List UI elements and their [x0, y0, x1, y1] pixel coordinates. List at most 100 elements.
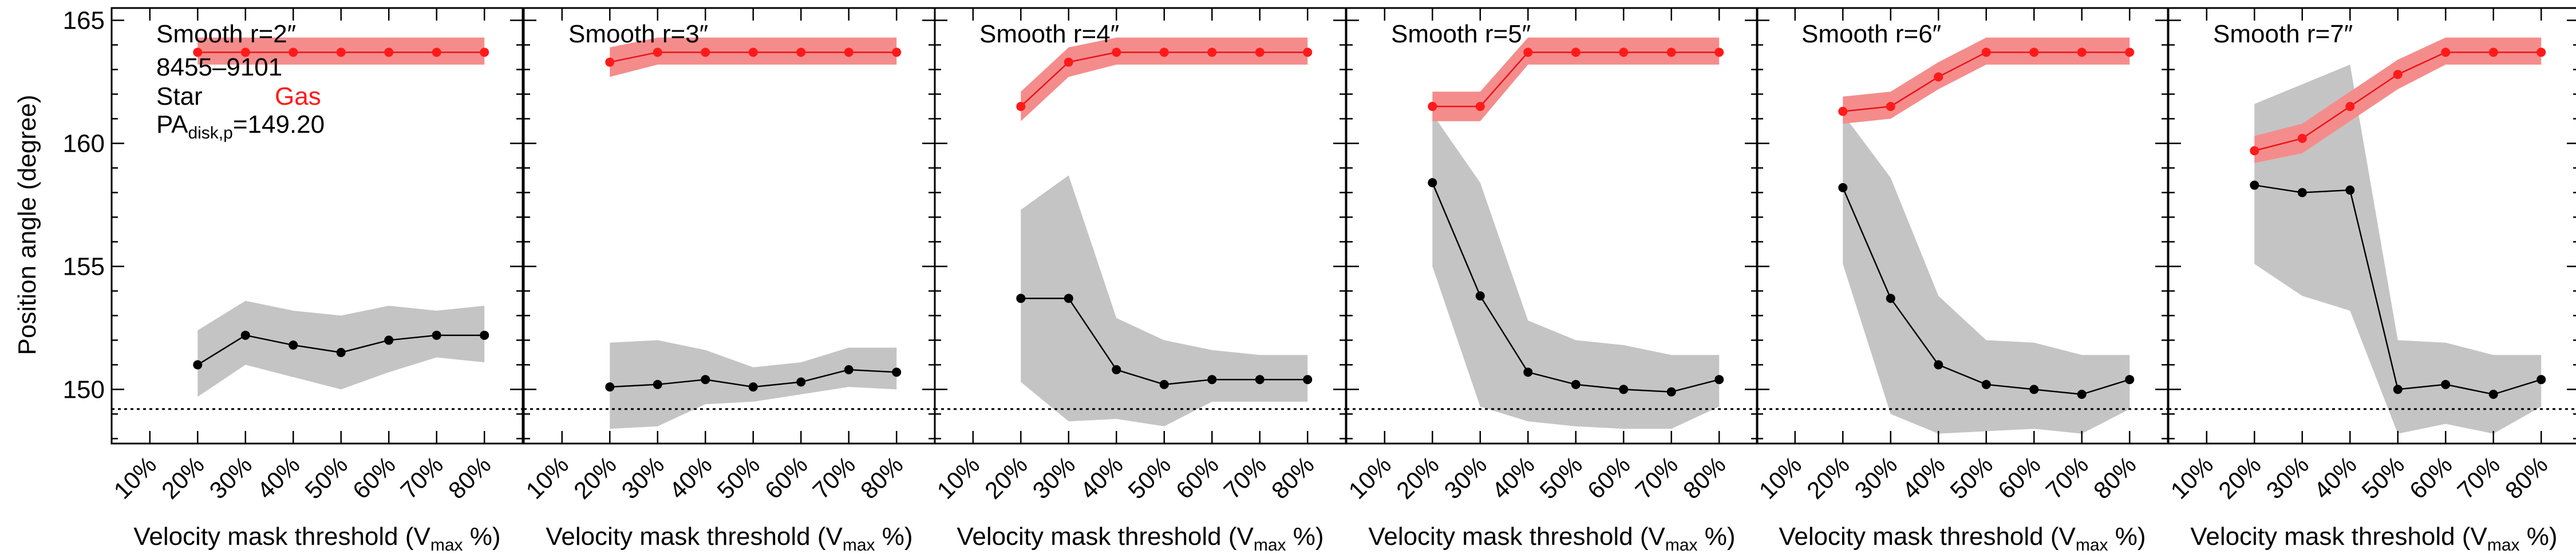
star-band: [2254, 64, 2542, 434]
x-tick-label: 70%: [2452, 451, 2505, 504]
gas-point: [1475, 101, 1485, 111]
gas-point: [2345, 101, 2355, 111]
gas-point: [1064, 57, 1073, 67]
x-axis-label: Velocity mask threshold (Vmax %): [1779, 523, 2146, 555]
plot-area: [112, 37, 523, 410]
panel-1: 150 155 160 165 10%20%30%40%50%60%70%80% Velo…: [63, 6, 524, 555]
gas-point: [2537, 48, 2546, 57]
gas-point: [2393, 70, 2403, 80]
gas-band: [610, 37, 897, 77]
x-tick-label: 70%: [2040, 451, 2093, 504]
plot-area: [524, 37, 935, 429]
star-point: [2077, 390, 2087, 399]
x-tick-label: 30%: [1439, 451, 1492, 504]
x-tick-label: 40%: [664, 451, 717, 504]
star-point: [1064, 294, 1073, 303]
gas-band: [1432, 37, 1720, 121]
star-point: [1666, 387, 1676, 397]
star-point: [384, 335, 394, 345]
x-tick-label: 60%: [1171, 451, 1224, 504]
gas-point: [701, 48, 710, 57]
x-tick-label: 60%: [2404, 451, 2458, 504]
y-tick-label: 150: [63, 375, 105, 403]
y-tick-label: 165: [63, 6, 105, 34]
gas-point: [384, 48, 394, 57]
star-point: [240, 330, 250, 340]
gas-point: [1886, 101, 1895, 111]
star-point: [2537, 375, 2546, 385]
star-point: [2345, 185, 2355, 195]
panel-6: 10%20%30%40%50%60%70%80% Velocity mask th…: [2165, 7, 2576, 555]
x-tick-label: 80%: [443, 451, 496, 504]
panel-5: 10%20%30%40%50%60%70%80% Velocity mask th…: [1753, 7, 2169, 555]
gas-band: [1843, 37, 2130, 124]
star-point: [1934, 360, 1943, 370]
gas-point: [1159, 48, 1169, 57]
x-tick-label: 40%: [1075, 451, 1128, 504]
x-tick-label: 10%: [520, 451, 574, 504]
x-tick-label: 50%: [2356, 451, 2409, 504]
gas-point: [1666, 48, 1676, 57]
star-band: [1432, 113, 1720, 429]
panels: 15015516016510%20%30%40%50%60%70%80%Velo…: [63, 6, 2576, 555]
gas-point: [1981, 48, 1991, 57]
gas-point: [1428, 101, 1437, 111]
gas-point: [796, 48, 806, 57]
star-point: [1714, 375, 1724, 385]
gas-point: [1838, 106, 1848, 116]
x-tick-label: 80%: [1678, 451, 1731, 504]
gas-point: [892, 48, 902, 57]
gas-point: [605, 57, 615, 67]
x-tick-label: 50%: [1945, 451, 1998, 504]
star-point: [1838, 183, 1848, 192]
panel-title: Smooth r=2″: [156, 20, 296, 48]
star-point: [1112, 365, 1121, 375]
star-point: [2250, 180, 2259, 190]
x-tick-label: 80%: [1266, 451, 1319, 504]
x-tick-label: 70%: [807, 451, 860, 504]
gas-point: [653, 48, 662, 57]
x-tick-label: 10%: [108, 451, 161, 504]
pa-disk: PAdisk,p=149.20: [156, 110, 325, 143]
x-tick-label: 20%: [156, 451, 210, 504]
x-tick-label: 50%: [712, 451, 765, 504]
star-point: [1619, 385, 1629, 394]
star-point: [2029, 385, 2039, 394]
x-tick-label: 40%: [2309, 451, 2362, 504]
panel-title: Smooth r=4″: [979, 20, 1119, 48]
x-tick-label: 10%: [1753, 451, 1807, 504]
x-tick-label: 80%: [2088, 451, 2142, 504]
x-tick-label: 60%: [1582, 451, 1635, 504]
star-point: [2393, 385, 2403, 394]
x-tick-label: 20%: [1391, 451, 1444, 504]
x-tick-label: 50%: [299, 451, 353, 504]
star-point: [2441, 379, 2451, 389]
star-point: [844, 365, 854, 375]
x-tick-label: 30%: [2261, 451, 2314, 504]
x-tick-label: 60%: [1993, 451, 2046, 504]
gas-point: [1523, 48, 1533, 57]
gas-point: [2250, 146, 2259, 156]
star-point: [193, 360, 203, 370]
gas-point: [2441, 48, 2451, 57]
star-point: [748, 382, 758, 392]
panel-title: Smooth r=6″: [1801, 20, 1941, 48]
x-tick-label: 70%: [1630, 451, 1683, 504]
plot-area: [1346, 37, 1757, 429]
star-point: [2125, 375, 2135, 385]
star-point: [1159, 379, 1169, 389]
gas-point: [1303, 48, 1313, 57]
x-tick-label: 40%: [252, 451, 305, 504]
gas-point: [1112, 48, 1121, 57]
star-point: [432, 330, 441, 340]
gas-point: [289, 48, 298, 57]
panel-2: 10%20%30%40%50%60%70%80% Velocity mask th…: [520, 7, 936, 555]
star-point: [289, 341, 298, 350]
x-tick-label: 70%: [1218, 451, 1271, 504]
star-point: [701, 375, 710, 385]
star-point: [336, 347, 346, 357]
star-point: [892, 367, 902, 377]
star-point: [2488, 390, 2498, 399]
x-axis-label: Velocity mask threshold (Vmax %): [1368, 523, 1735, 555]
